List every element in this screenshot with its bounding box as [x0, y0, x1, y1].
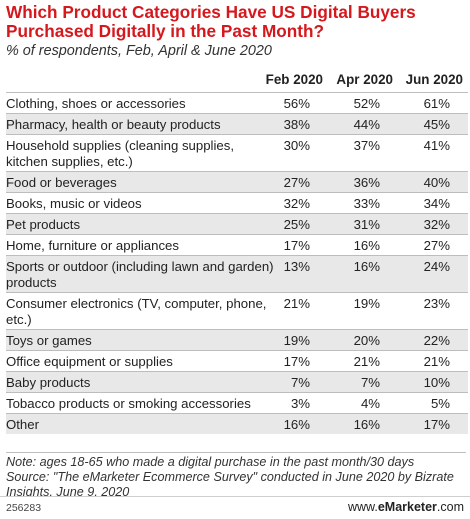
- row-value-feb-2020: 16%: [283, 417, 310, 432]
- row-label: Pet products: [6, 217, 81, 232]
- row-value-feb-2020: 17%: [283, 354, 310, 369]
- row-value-feb-2020: 21%: [283, 296, 310, 311]
- row-value-jun-2020: 22%: [423, 333, 450, 348]
- row-value-feb-2020: 56%: [283, 96, 310, 111]
- chart-subtitle: % of respondents, Feb, April & June 2020: [6, 43, 272, 59]
- table-row: Clothing, shoes or accessories 56% 52% 61%: [6, 92, 468, 113]
- row-label: Baby products: [6, 375, 91, 390]
- column-header-apr-2020: Apr 2020: [336, 72, 393, 87]
- row-value-jun-2020: 32%: [423, 217, 450, 232]
- row-value-feb-2020: 7%: [290, 375, 310, 390]
- brand-suffix: .com: [436, 500, 464, 514]
- row-value-apr-2020: 16%: [353, 259, 380, 274]
- table-row: Consumer electronics (TV, computer, phon…: [6, 292, 468, 329]
- row-label: Clothing, shoes or accessories: [6, 96, 186, 111]
- table-row: Home, furniture or appliances 17% 16% 27%: [6, 234, 468, 255]
- row-label: Home, furniture or appliances: [6, 238, 179, 253]
- row-value-apr-2020: 52%: [353, 96, 380, 111]
- footer-bar: 256283 www.eMarketer.com: [0, 496, 470, 519]
- row-value-feb-2020: 3%: [290, 396, 310, 411]
- column-header-jun-2020: Jun 2020: [405, 72, 463, 87]
- source-text: Source: "The eMarketer Ecommerce Survey"…: [6, 470, 454, 499]
- row-value-jun-2020: 61%: [423, 96, 450, 111]
- row-value-apr-2020: 33%: [353, 196, 380, 211]
- row-label: Food or beverages: [6, 175, 117, 190]
- table-row: Office equipment or supplies 17% 21% 21%: [6, 350, 468, 371]
- row-value-jun-2020: 10%: [423, 375, 450, 390]
- row-value-feb-2020: 17%: [283, 238, 310, 253]
- chart-title: Which Product Categories Have US Digital…: [6, 2, 416, 41]
- chart-id: 256283: [6, 502, 42, 514]
- row-value-apr-2020: 44%: [353, 117, 380, 132]
- row-value-jun-2020: 23%: [423, 296, 450, 311]
- brand-logo: www.eMarketer.com: [348, 500, 464, 514]
- row-value-apr-2020: 19%: [353, 296, 380, 311]
- row-value-jun-2020: 45%: [423, 117, 450, 132]
- row-value-feb-2020: 27%: [283, 175, 310, 190]
- row-label: Household supplies (cleaning supplies, k…: [6, 138, 234, 169]
- row-value-jun-2020: 24%: [423, 259, 450, 274]
- brand-prefix: www.: [347, 500, 378, 514]
- row-value-feb-2020: 30%: [283, 138, 310, 153]
- row-label: Tobacco products or smoking accessories: [6, 396, 251, 411]
- row-value-apr-2020: 21%: [353, 354, 380, 369]
- row-label: Other: [6, 417, 39, 432]
- table-row: Household supplies (cleaning supplies, k…: [6, 134, 468, 171]
- row-value-apr-2020: 37%: [353, 138, 380, 153]
- table-row: Other 16% 16% 17%: [6, 413, 468, 434]
- row-label: Office equipment or supplies: [6, 354, 173, 369]
- row-value-apr-2020: 16%: [353, 238, 380, 253]
- row-label: Consumer electronics (TV, computer, phon…: [6, 296, 267, 327]
- row-value-feb-2020: 13%: [283, 259, 310, 274]
- row-value-feb-2020: 19%: [283, 333, 310, 348]
- row-value-jun-2020: 41%: [423, 138, 450, 153]
- row-value-jun-2020: 40%: [423, 175, 450, 190]
- row-label: Toys or games: [6, 333, 92, 348]
- brand-e: e: [377, 500, 385, 514]
- row-value-jun-2020: 34%: [423, 196, 450, 211]
- row-value-feb-2020: 32%: [283, 196, 310, 211]
- row-value-apr-2020: 36%: [353, 175, 380, 190]
- row-value-jun-2020: 27%: [423, 238, 450, 253]
- table-row: Toys or games 19% 20% 22%: [6, 329, 468, 350]
- brand-name: Marketer: [384, 500, 437, 514]
- row-label: Books, music or videos: [6, 196, 142, 211]
- note-text: Note: ages 18-65 who made a digital purc…: [6, 455, 415, 469]
- row-label: Sports or outdoor (including lawn and ga…: [6, 259, 274, 290]
- row-label: Pharmacy, health or beauty products: [6, 117, 221, 132]
- row-value-apr-2020: 7%: [360, 375, 380, 390]
- table-row: Pet products 25% 31% 32%: [6, 213, 468, 234]
- table-row: Books, music or videos 32% 33% 34%: [6, 192, 468, 213]
- table-row: Pharmacy, health or beauty products 38% 44…: [6, 113, 468, 134]
- row-value-feb-2020: 25%: [283, 217, 310, 232]
- table-row: Food or beverages 27% 36% 40%: [6, 171, 468, 192]
- table-row: Tobacco products or smoking accessories 3…: [6, 392, 468, 413]
- row-value-jun-2020: 17%: [423, 417, 450, 432]
- table-row: Sports or outdoor (including lawn and ga…: [6, 255, 468, 292]
- row-value-apr-2020: 20%: [353, 333, 380, 348]
- row-value-apr-2020: 31%: [353, 217, 380, 232]
- chart-footnote: Note: ages 18-65 who made a digital purc…: [6, 452, 466, 500]
- row-value-apr-2020: 4%: [360, 396, 380, 411]
- row-value-jun-2020: 21%: [423, 354, 450, 369]
- row-value-apr-2020: 16%: [353, 417, 380, 432]
- row-value-feb-2020: 38%: [283, 117, 310, 132]
- table-row: Baby products 7% 7% 10%: [6, 371, 468, 392]
- row-value-jun-2020: 5%: [430, 396, 450, 411]
- column-header-feb-2020: Feb 2020: [265, 72, 323, 87]
